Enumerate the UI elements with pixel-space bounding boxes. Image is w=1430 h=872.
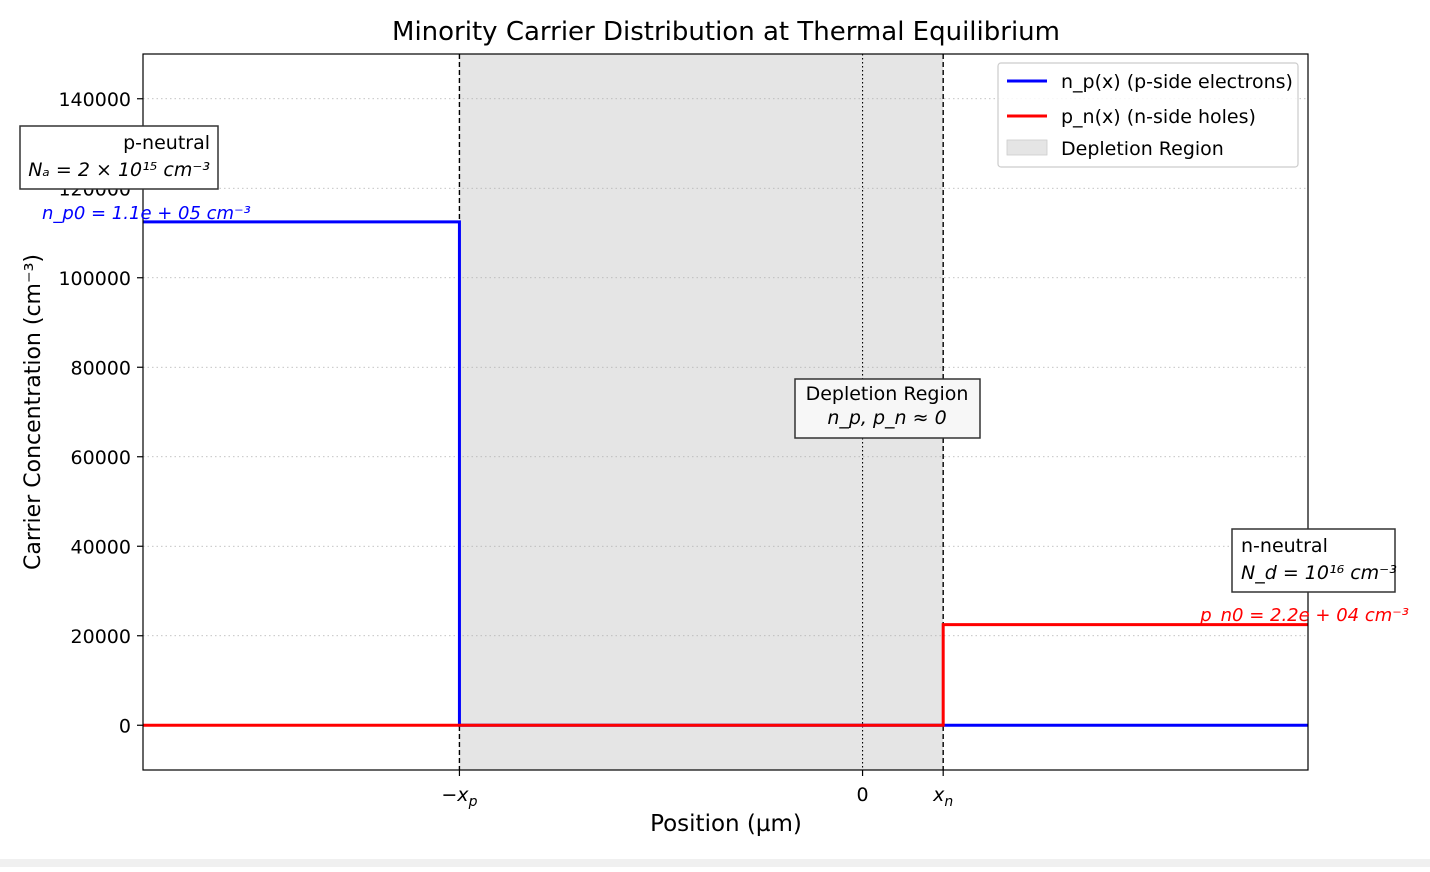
p-neutral-doping: Nₐ = 2 × 10¹⁵ cm⁻³ (28, 159, 210, 181)
plot-frame (142, 53, 1309, 771)
pn0-annotation: p_n0 = 2.2e + 04 cm⁻³ (1199, 605, 1409, 626)
y-tick-label: 20000 (71, 626, 131, 648)
y-tick-label: 100000 (58, 268, 131, 290)
y-tick-label: 60000 (71, 447, 131, 469)
n-neutral-label: n-neutral (1241, 535, 1328, 557)
legend-entry-np: n_p(x) (p-side electrons) (1061, 71, 1293, 93)
p-neutral-annotation: p-neutral Nₐ = 2 × 10¹⁵ cm⁻³ (19, 125, 219, 190)
x-tick-label: 0 (857, 784, 869, 806)
series-line-pn (143, 623, 1308, 727)
depletion-annotation-note: n_p, p_n ≈ 0 (827, 407, 946, 429)
chart-title: Minority Carrier Distribution at Thermal… (392, 17, 1060, 47)
np0-annotation: n_p0 = 1.1e + 05 cm⁻³ (42, 203, 251, 224)
depletion-annotation: Depletion Region n_p, p_n ≈ 0 (794, 378, 981, 439)
legend: n_p(x) (p-side electrons) p_n(x) (n-side… (997, 62, 1299, 168)
depletion-annotation-title: Depletion Region (806, 383, 969, 405)
y-tick-label: 40000 (71, 536, 131, 558)
x-tick-label: xn (932, 784, 953, 810)
x-axis-label: Position (µm) (650, 811, 802, 837)
x-tick-label: −xp (441, 784, 477, 810)
p-neutral-label: p-neutral (123, 132, 210, 154)
legend-entry-pn: p_n(x) (n-side holes) (1061, 106, 1256, 128)
y-axis-label: Carrier Concentration (cm⁻³) (21, 254, 46, 570)
y-tick-label: 140000 (58, 89, 131, 111)
legend-swatch-depletion (1006, 139, 1048, 156)
window-bottom-strip (0, 859, 1430, 867)
y-tick-label: 0 (119, 715, 131, 737)
n-neutral-doping: N_d = 10¹⁶ cm⁻³ (1241, 562, 1397, 584)
y-tick-label: 80000 (71, 357, 131, 379)
n-neutral-annotation: n-neutral N_d = 10¹⁶ cm⁻³ (1231, 528, 1397, 593)
legend-entry-depletion: Depletion Region (1061, 138, 1224, 160)
